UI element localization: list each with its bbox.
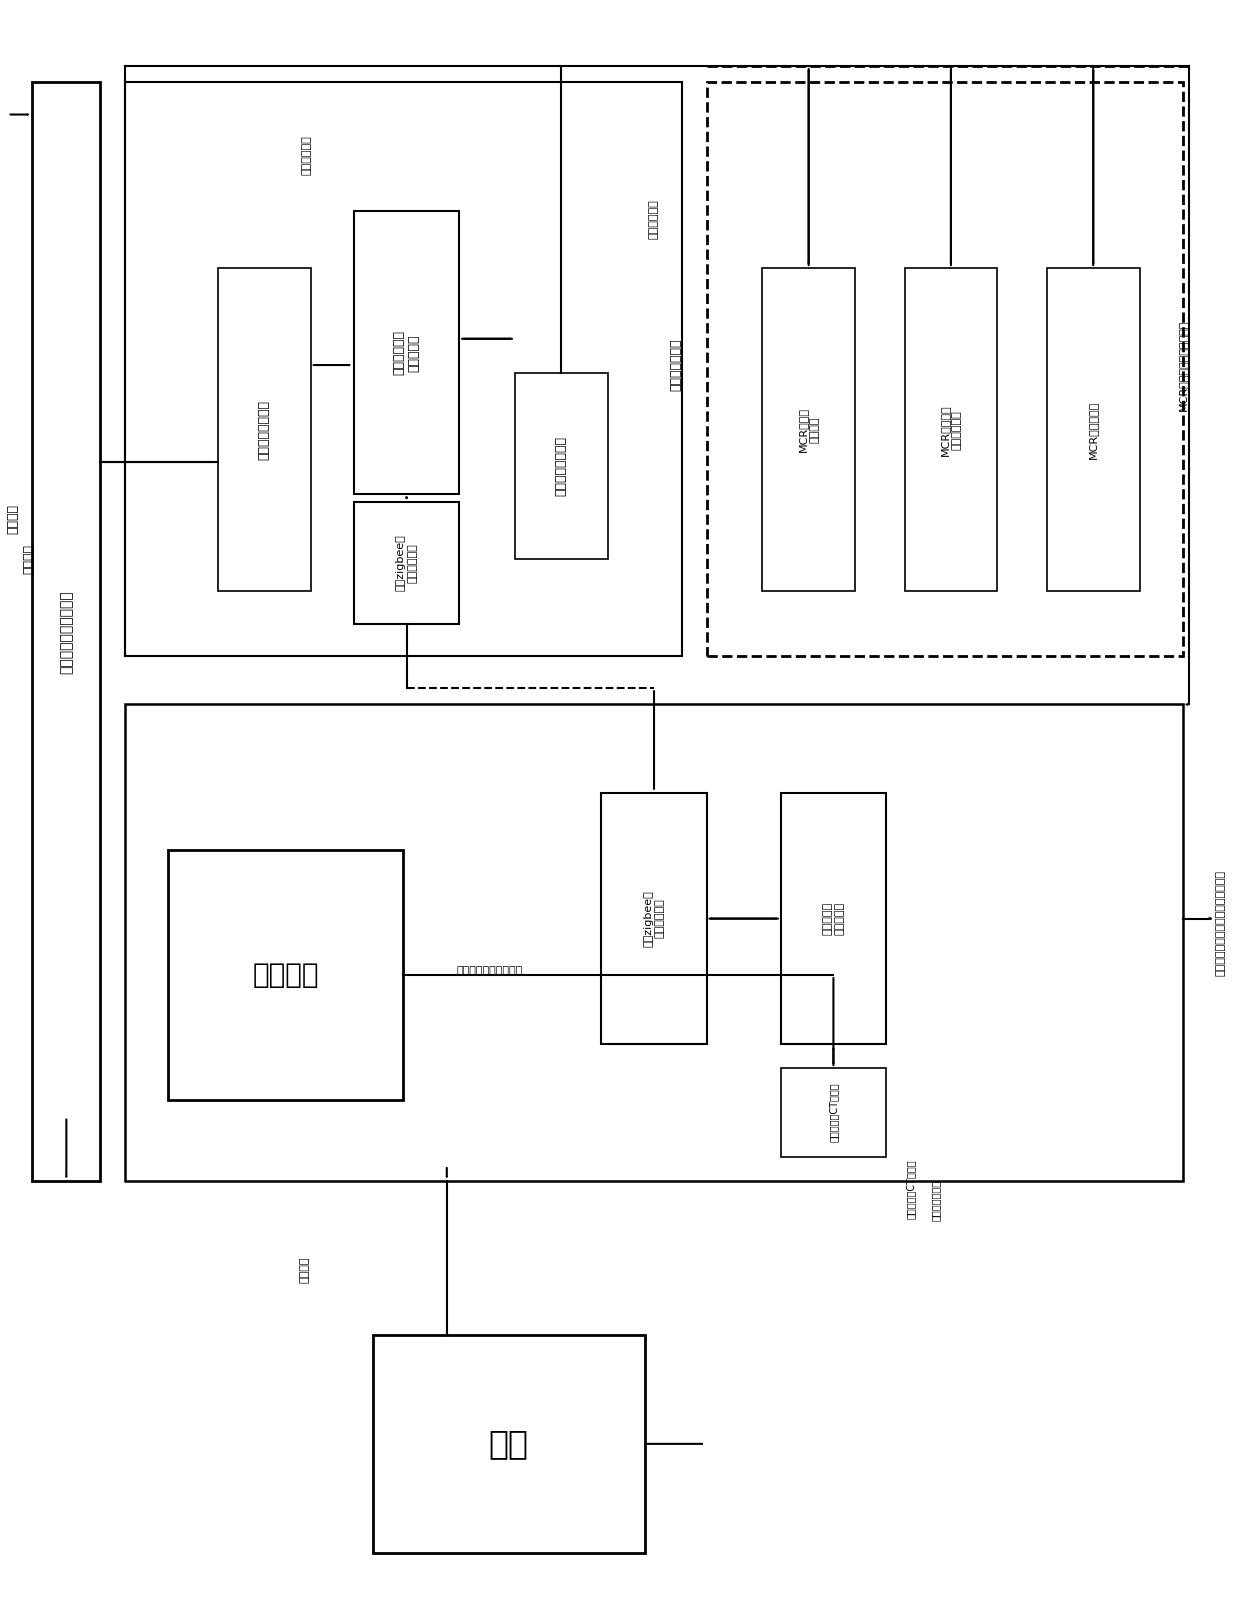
Text: 光纤测温解码模块: 光纤测温解码模块 — [258, 400, 270, 460]
Bar — [372, 1334, 645, 1553]
Text: 荚光能量: 荚光能量 — [22, 544, 35, 575]
Text: 交直流混合
信号处理器: 交直流混合 信号处理器 — [822, 902, 844, 936]
Text: 第二zigbee无
线传输处理器: 第二zigbee无 线传输处理器 — [396, 534, 418, 591]
Text: 常规支路的电压、电流、功率信息，: 常规支路的电压、电流、功率信息， — [1215, 869, 1225, 976]
Text: MCR运行状
态监控屏: MCR运行状 态监控屏 — [797, 408, 820, 452]
Bar — [1047, 269, 1140, 591]
Text: 交直流有源CT互感器: 交直流有源CT互感器 — [828, 1083, 838, 1143]
Text: 磁阀温度信息: 磁阀温度信息 — [303, 134, 312, 175]
Bar — [353, 212, 459, 494]
Text: 高压助磁单元端: 高压助磁单元端 — [930, 1180, 940, 1221]
Text: 协议转换通讯单元: 协议转换通讯单元 — [554, 436, 568, 495]
Text: MCR运行状态集成监控系统: MCR运行状态集成监控系统 — [1178, 319, 1188, 411]
Bar — [125, 704, 1183, 1182]
Bar — [353, 502, 459, 623]
Text: 磁阀温度信息: 磁阀温度信息 — [649, 199, 658, 240]
Bar — [707, 83, 1183, 656]
Bar — [125, 83, 682, 656]
Text: 直流分量直流电流信息: 直流分量直流电流信息 — [458, 967, 523, 976]
Text: 光纤测温信号
解调处理器: 光纤测温信号 解调处理器 — [393, 330, 420, 376]
Text: 荚光式温度光纤传感器: 荚光式温度光纤传感器 — [60, 589, 73, 674]
Text: 激励信号: 激励信号 — [6, 504, 19, 534]
Bar — [32, 83, 100, 1182]
Text: 交直流有源CT互感器: 交直流有源CT互感器 — [905, 1159, 916, 1219]
Text: 助磁单元: 助磁单元 — [253, 962, 319, 989]
Text: 控制信号: 控制信号 — [300, 1256, 310, 1284]
Text: 第一zigbee无
线传输处理器: 第一zigbee无 线传输处理器 — [644, 890, 665, 947]
Bar — [763, 269, 856, 591]
Text: MCR运行状态
分析处理单元: MCR运行状态 分析处理单元 — [940, 403, 962, 455]
Text: 低压信息汇集筱: 低压信息汇集筱 — [670, 338, 682, 392]
Bar — [169, 850, 403, 1101]
Bar — [218, 269, 311, 591]
Bar — [515, 372, 608, 559]
Bar — [601, 793, 707, 1044]
Bar — [781, 1069, 887, 1158]
Text: MCR核心控制器: MCR核心控制器 — [1089, 400, 1099, 458]
Bar — [904, 269, 997, 591]
Text: 电脑: 电脑 — [489, 1428, 528, 1460]
Bar — [781, 793, 887, 1044]
